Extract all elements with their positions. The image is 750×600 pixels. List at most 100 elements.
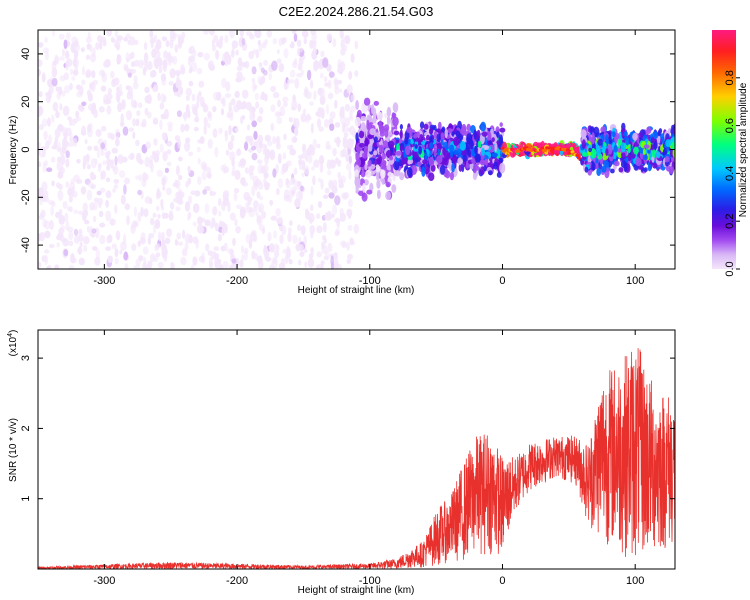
spectrogram-point xyxy=(278,262,286,269)
spectrogram-point xyxy=(251,230,257,237)
spectrogram-point xyxy=(194,190,201,197)
spectrogram-point xyxy=(38,142,42,147)
spectrogram-point xyxy=(212,128,218,138)
spectrogram-point xyxy=(473,129,477,140)
spectrogram-point xyxy=(582,152,588,157)
spectrogram-point xyxy=(80,186,87,195)
spectrogram-point xyxy=(103,60,110,68)
spectrogram-point xyxy=(251,250,256,260)
spectrogram-point xyxy=(277,153,282,164)
spectrogram-point xyxy=(235,127,239,133)
spectrogram-point xyxy=(293,167,298,175)
spectrogram-point xyxy=(481,147,485,156)
spectrogram-point xyxy=(339,212,346,222)
spectrogram-point xyxy=(303,35,307,44)
spectrogram-point xyxy=(79,241,83,248)
spectrogram-point xyxy=(149,253,156,263)
spectrogram-point xyxy=(414,144,418,149)
spectrogram-point xyxy=(228,107,234,118)
spectrogram-point xyxy=(184,141,191,152)
spectrogram-point xyxy=(169,68,176,79)
spectrogram-point xyxy=(96,197,104,205)
spectrogram-point xyxy=(164,237,171,245)
spectrogram-point xyxy=(239,158,247,167)
spectrogram-point xyxy=(268,72,273,81)
spectrogram-point xyxy=(418,145,422,155)
spectrogram-point xyxy=(366,189,373,195)
spectrogram-point xyxy=(204,219,211,227)
spectrogram-point xyxy=(270,104,276,113)
spectrogram-point xyxy=(145,141,152,149)
spectrogram-point xyxy=(657,130,661,137)
spectrogram-point xyxy=(234,90,240,99)
spectrogram-point xyxy=(101,125,107,132)
spectrogram-point xyxy=(419,134,424,143)
spectrogram-point xyxy=(206,172,212,179)
spectrogram-point xyxy=(93,145,99,151)
spectrogram-point xyxy=(263,144,268,154)
spectrogram-point xyxy=(248,209,255,218)
spectrogram-point xyxy=(251,120,257,128)
spectrogram-point xyxy=(289,144,294,153)
spectrogram-point xyxy=(225,81,231,92)
spectrogram-point xyxy=(416,161,422,167)
spectrogram-point xyxy=(591,148,595,153)
spectrogram-point xyxy=(349,237,354,246)
spectrogram-point xyxy=(162,151,168,162)
spectrogram-point xyxy=(224,93,232,99)
spectrogram-point xyxy=(304,165,310,175)
spectrogram-point xyxy=(234,169,241,181)
spectrogram-point xyxy=(346,258,351,264)
spectrogram-point xyxy=(61,90,66,97)
x-tick-label-3: 0 xyxy=(499,575,505,587)
spectrogram-point xyxy=(201,171,207,181)
spectrogram-point xyxy=(38,69,42,75)
spectrogram-point xyxy=(156,169,163,177)
spectrogram-point xyxy=(224,131,228,142)
spectrogram-point xyxy=(169,210,173,217)
spectrogram-point xyxy=(410,138,414,145)
spectrogram-point xyxy=(588,147,592,153)
spectrogram-point xyxy=(87,31,91,39)
spectrogram-point xyxy=(154,43,161,50)
spectrogram-point xyxy=(301,160,306,171)
spectrogram-point xyxy=(264,93,268,102)
spectrogram-point xyxy=(254,92,259,101)
spectrogram-point xyxy=(459,141,466,151)
spectrogram-point xyxy=(220,108,225,116)
spectrogram-point xyxy=(187,165,191,174)
spectrogram-point xyxy=(367,143,373,152)
spectrogram-point xyxy=(323,194,329,200)
spectrogram-point xyxy=(429,142,434,150)
spectrogram-point xyxy=(203,104,209,113)
spectrogram-point xyxy=(248,169,254,176)
spectrogram-point xyxy=(144,86,150,94)
spectrogram-point xyxy=(275,142,281,150)
spectrogram-point xyxy=(453,149,457,157)
spectrogram-point xyxy=(84,138,88,145)
spectrogram-point xyxy=(257,255,263,264)
spectrogram-point xyxy=(258,62,263,67)
spectrogram-point xyxy=(312,138,318,150)
spectrogram-point xyxy=(114,248,119,258)
spectrogram-point xyxy=(204,203,210,214)
spectrogram-point xyxy=(43,160,49,167)
spectrogram-point xyxy=(65,158,70,168)
spectrogram-point xyxy=(429,136,433,143)
spectrogram-point xyxy=(333,258,339,269)
spectrogram-point xyxy=(248,135,253,142)
spectrogram-point xyxy=(386,164,391,170)
spectrogram-point xyxy=(391,184,397,193)
spectrogram-point xyxy=(646,126,652,134)
colorbar-tick-label-0: 0.0 xyxy=(724,261,736,276)
x-tick-label-0: -300 xyxy=(93,275,115,287)
spectrogram-point xyxy=(618,167,624,173)
spectrogram-point xyxy=(298,56,304,65)
spectrogram-point xyxy=(340,240,347,247)
spectrogram-point xyxy=(152,212,157,218)
spectrogram-point xyxy=(319,72,324,79)
spectrogram-point xyxy=(211,206,218,216)
spectrogram-point xyxy=(140,122,147,128)
spectrogram-point xyxy=(584,166,589,173)
spectrogram-point xyxy=(155,149,160,157)
